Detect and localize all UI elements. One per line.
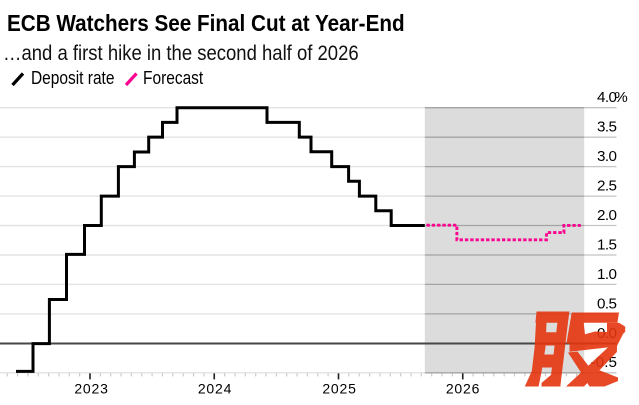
svg-text:2023: 2023	[74, 381, 108, 397]
svg-text:%: %	[614, 89, 628, 106]
svg-text:2.5: 2.5	[597, 178, 617, 195]
svg-text:3.5: 3.5	[597, 119, 617, 136]
svg-text:1.5: 1.5	[597, 236, 617, 253]
svg-text:3.0: 3.0	[597, 148, 617, 165]
svg-text:2026: 2026	[446, 381, 480, 397]
svg-text:4.0: 4.0	[597, 89, 617, 106]
svg-text:1.0: 1.0	[597, 266, 617, 283]
svg-text:0.5: 0.5	[597, 295, 617, 312]
svg-text:2.0: 2.0	[597, 207, 617, 224]
svg-text:2024: 2024	[198, 381, 232, 397]
svg-text:2025: 2025	[322, 381, 356, 397]
